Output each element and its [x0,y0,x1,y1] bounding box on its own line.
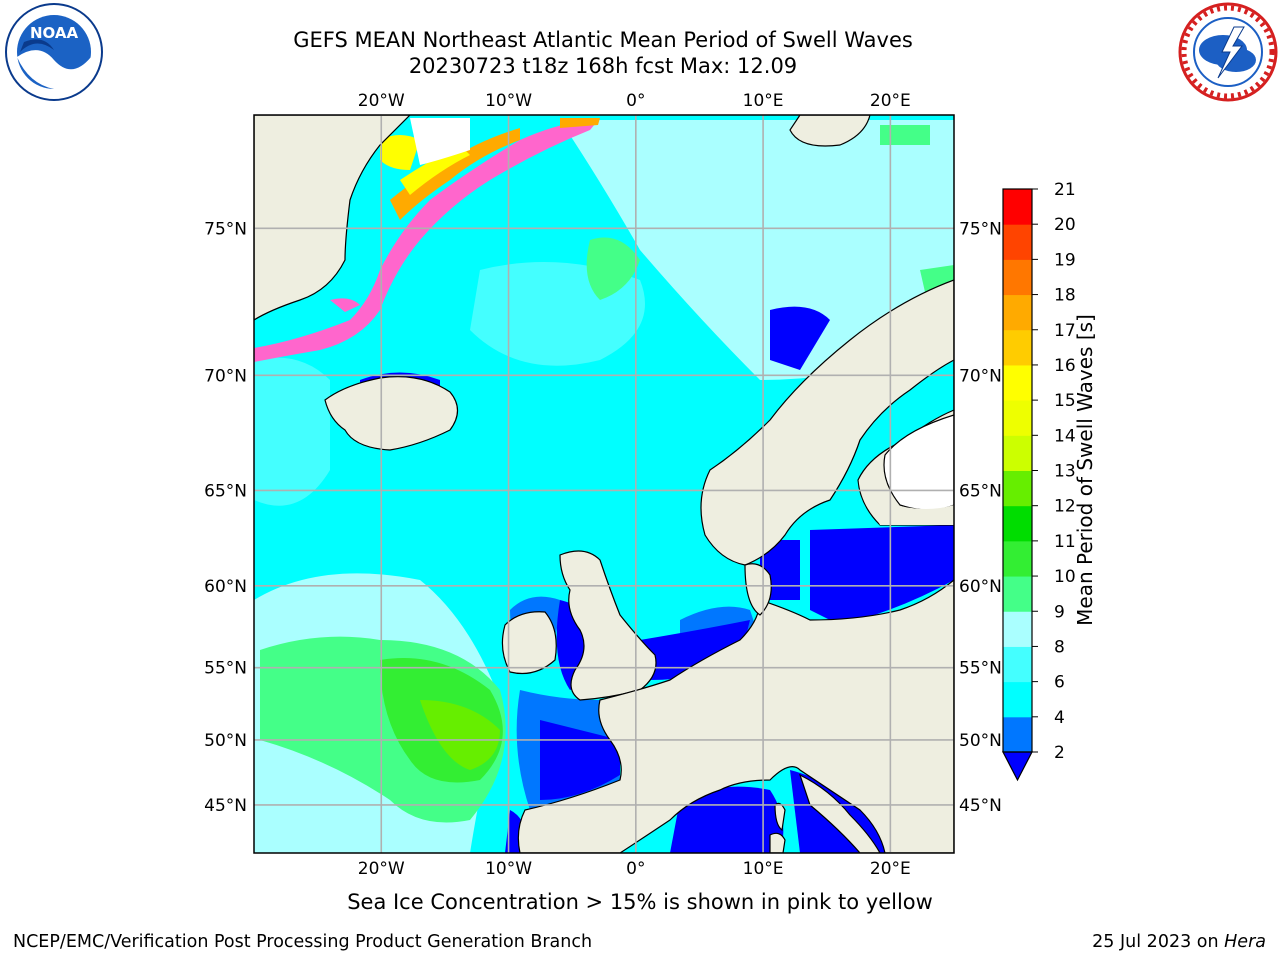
lon-tick-labels-bottom: 20°W 10°W 0° 10°E 20°E [358,859,911,879]
lon-tick-labels-top: 20°W 10°W 0° 10°E 20°E [358,91,911,111]
svalbard [789,115,871,147]
footer-organization: NCEP/EMC/Verification Post Processing Pr… [13,932,593,952]
lon-tick-label: 20°E [870,91,911,111]
nws-logo-icon [1178,2,1278,102]
noaa-logo-icon: NOAA [5,3,103,101]
colorbar-segment [1003,400,1032,436]
colorbar-tick-label: 9 [1054,602,1065,622]
colorbar-segment [1003,716,1032,753]
chart-subtitle: 20230723 t18z 168h fcst Max: 12.09 [408,54,798,78]
colorbar-tick-label: 19 [1054,250,1076,270]
lat-tick-label: 60°N [959,577,1002,597]
lat-tick-label: 55°N [959,659,1002,679]
lon-tick-label: 20°W [358,859,405,879]
colorbar-title: Mean Period of Swell Waves [s] [1073,314,1097,626]
svg-text:NOAA: NOAA [30,24,79,42]
lon-tick-label: 10°W [485,859,532,879]
colorbar-segment [1003,189,1032,225]
colorbar-tick-label: 18 [1054,286,1076,306]
denmark [744,563,772,616]
lat-tick-labels-right: 75°N 70°N 65°N 60°N 55°N 50°N 45°N [959,219,1002,816]
lat-tick-label: 45°N [959,796,1002,816]
colorbar-segment [1003,259,1032,296]
lon-tick-label: 0° [626,91,645,111]
footer-date: 25 Jul 2023 on Hera [1092,932,1266,952]
lon-tick-label: 20°E [870,859,911,879]
iceland [324,376,459,451]
colorbar-tick-label: 13 [1054,462,1076,482]
colorbar-segment [1003,470,1032,507]
colorbar-segment [1003,364,1032,401]
colorbar-segment [1003,540,1032,577]
lat-lon-grid [254,115,954,853]
sweden-interior [860,485,954,525]
colorbar-tick-label: 10 [1054,567,1076,587]
sardinia [769,832,786,853]
footer-machine: Hera [1224,932,1266,952]
lat-tick-label: 75°N [204,219,247,239]
colorbar-tick-label: 11 [1054,532,1076,552]
lat-tick-label: 45°N [204,796,247,816]
chart-title: GEFS MEAN Northeast Atlantic Mean Period… [293,28,913,52]
lon-tick-label: 10°E [743,859,784,879]
colorbar-segment [1003,224,1032,260]
colorbar-tick-label: 16 [1054,356,1076,376]
colorbar-extend-arrow [1002,751,1033,782]
colorbar-tick-label: 17 [1054,321,1076,341]
colorbar-tick-label: 2 [1054,743,1065,763]
italy [798,773,881,853]
colorbar-tick-label: 15 [1054,391,1076,411]
colorbar-segment [1003,681,1032,718]
great-britain [559,550,657,701]
lat-tick-label: 50°N [959,731,1002,751]
colorbar-segment [1003,435,1032,471]
colorbar-tick-label: 20 [1054,215,1076,235]
footer-date-text: 25 Jul 2023 on [1092,932,1225,952]
colorbar-segment [1003,329,1032,366]
lat-tick-label: 70°N [204,366,247,386]
lat-tick-label: 75°N [959,219,1002,239]
colorbar-segment [1003,646,1032,683]
lat-tick-label: 55°N [204,659,247,679]
swell-period-field [254,118,954,853]
colorbar-tick-label: 21 [1054,180,1076,200]
map-plot-area [254,115,954,853]
lon-tick-label: 10°E [743,91,784,111]
lat-tick-label: 50°N [204,731,247,751]
lat-tick-label: 65°N [959,481,1002,501]
lon-tick-label: 0° [626,859,645,879]
lat-tick-labels-left: 75°N 70°N 65°N 60°N 55°N 50°N 45°N [204,219,247,816]
lat-tick-label: 70°N [959,366,1002,386]
ireland [501,611,557,675]
colorbar [1002,188,1033,782]
sea-ice-caption: Sea Ice Concentration > 15% is shown in … [347,890,933,914]
colorbar-segment [1003,576,1032,612]
colorbar-tick-label: 4 [1054,708,1065,728]
colorbar-segment [1003,611,1032,647]
colorbar-tick-label: 12 [1054,497,1076,517]
lat-tick-label: 65°N [204,481,247,501]
colorbar-tick-labels: 2 4 6 8 9 10 11 12 13 14 15 16 17 18 19 20 21 [1032,180,1076,763]
europe-mainland [517,579,954,853]
colorbar-tick-label: 14 [1054,426,1076,446]
colorbar-segment [1003,294,1032,331]
lon-tick-label: 20°W [358,91,405,111]
map-frame [253,114,955,854]
lat-tick-label: 60°N [204,577,247,597]
corsica [774,802,786,832]
greenland [254,115,411,321]
colorbar-tick-label: 6 [1054,673,1065,693]
colorbar-segment [1003,505,1032,542]
lon-tick-label: 10°W [485,91,532,111]
colorbar-tick-label: 8 [1054,637,1065,657]
